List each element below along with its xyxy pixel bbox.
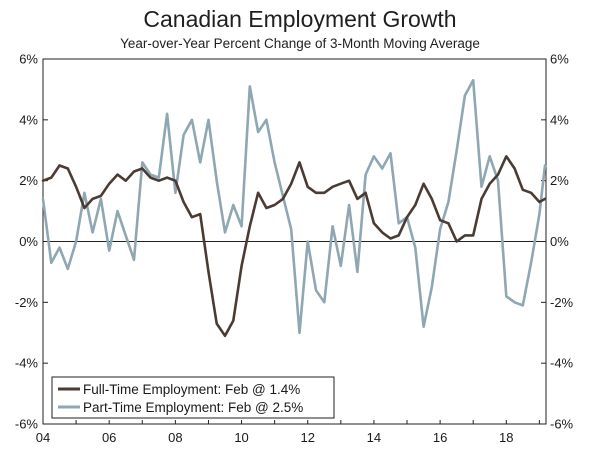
- y-tick-label-left: 2%: [19, 173, 38, 188]
- y-tick-label-left: -4%: [15, 356, 39, 371]
- y-tick-label-left: -2%: [15, 295, 39, 310]
- y-tick-label-left: 6%: [19, 52, 38, 67]
- chart-title: Canadian Employment Growth: [143, 6, 457, 32]
- x-tick-label: 04: [36, 430, 50, 445]
- x-tick-label: 08: [168, 430, 182, 445]
- y-tick-label-left: 0%: [19, 234, 38, 249]
- y-tick-label-left: 4%: [19, 112, 38, 127]
- series-line-part-time: [41, 79, 547, 335]
- x-tick-label: 14: [367, 430, 381, 445]
- axis-layer: -6% -6% -4% -4% -2% -2% 0% 0% 2% 2% 4% 4% 6% 6% 04 06 08…: [15, 52, 574, 446]
- y-tick-label-right: -6%: [550, 417, 574, 432]
- y-tick-label-right: -2%: [550, 295, 574, 310]
- y-tick-label-right: 0%: [550, 234, 569, 249]
- legend-label-full-time: Full-Time Employment: Feb @ 1.4%: [83, 382, 300, 397]
- legend-label-part-time: Part-Time Employment: Feb @ 2.5%: [83, 400, 303, 415]
- x-tick-label: 06: [102, 430, 116, 445]
- legend-box: [51, 376, 335, 419]
- chart-subtitle: Year-over-Year Percent Change of 3-Month…: [120, 36, 480, 51]
- x-tick-label: 16: [433, 430, 447, 445]
- x-tick-label: 10: [234, 430, 248, 445]
- y-tick-label-right: 4%: [550, 112, 569, 127]
- y-tick-label-right: 6%: [550, 52, 569, 67]
- y-tick-label-right: -4%: [550, 356, 574, 371]
- series-line-full-time: [41, 155, 547, 338]
- y-tick-label-left: -6%: [15, 417, 39, 432]
- y-tick-label-right: 2%: [550, 173, 569, 188]
- x-tick-label: 18: [499, 430, 513, 445]
- x-tick-label: 12: [301, 430, 315, 445]
- series-layer: [41, 79, 547, 338]
- legend: Full-Time Employment: Feb @ 1.4% Part-Tim…: [51, 376, 335, 419]
